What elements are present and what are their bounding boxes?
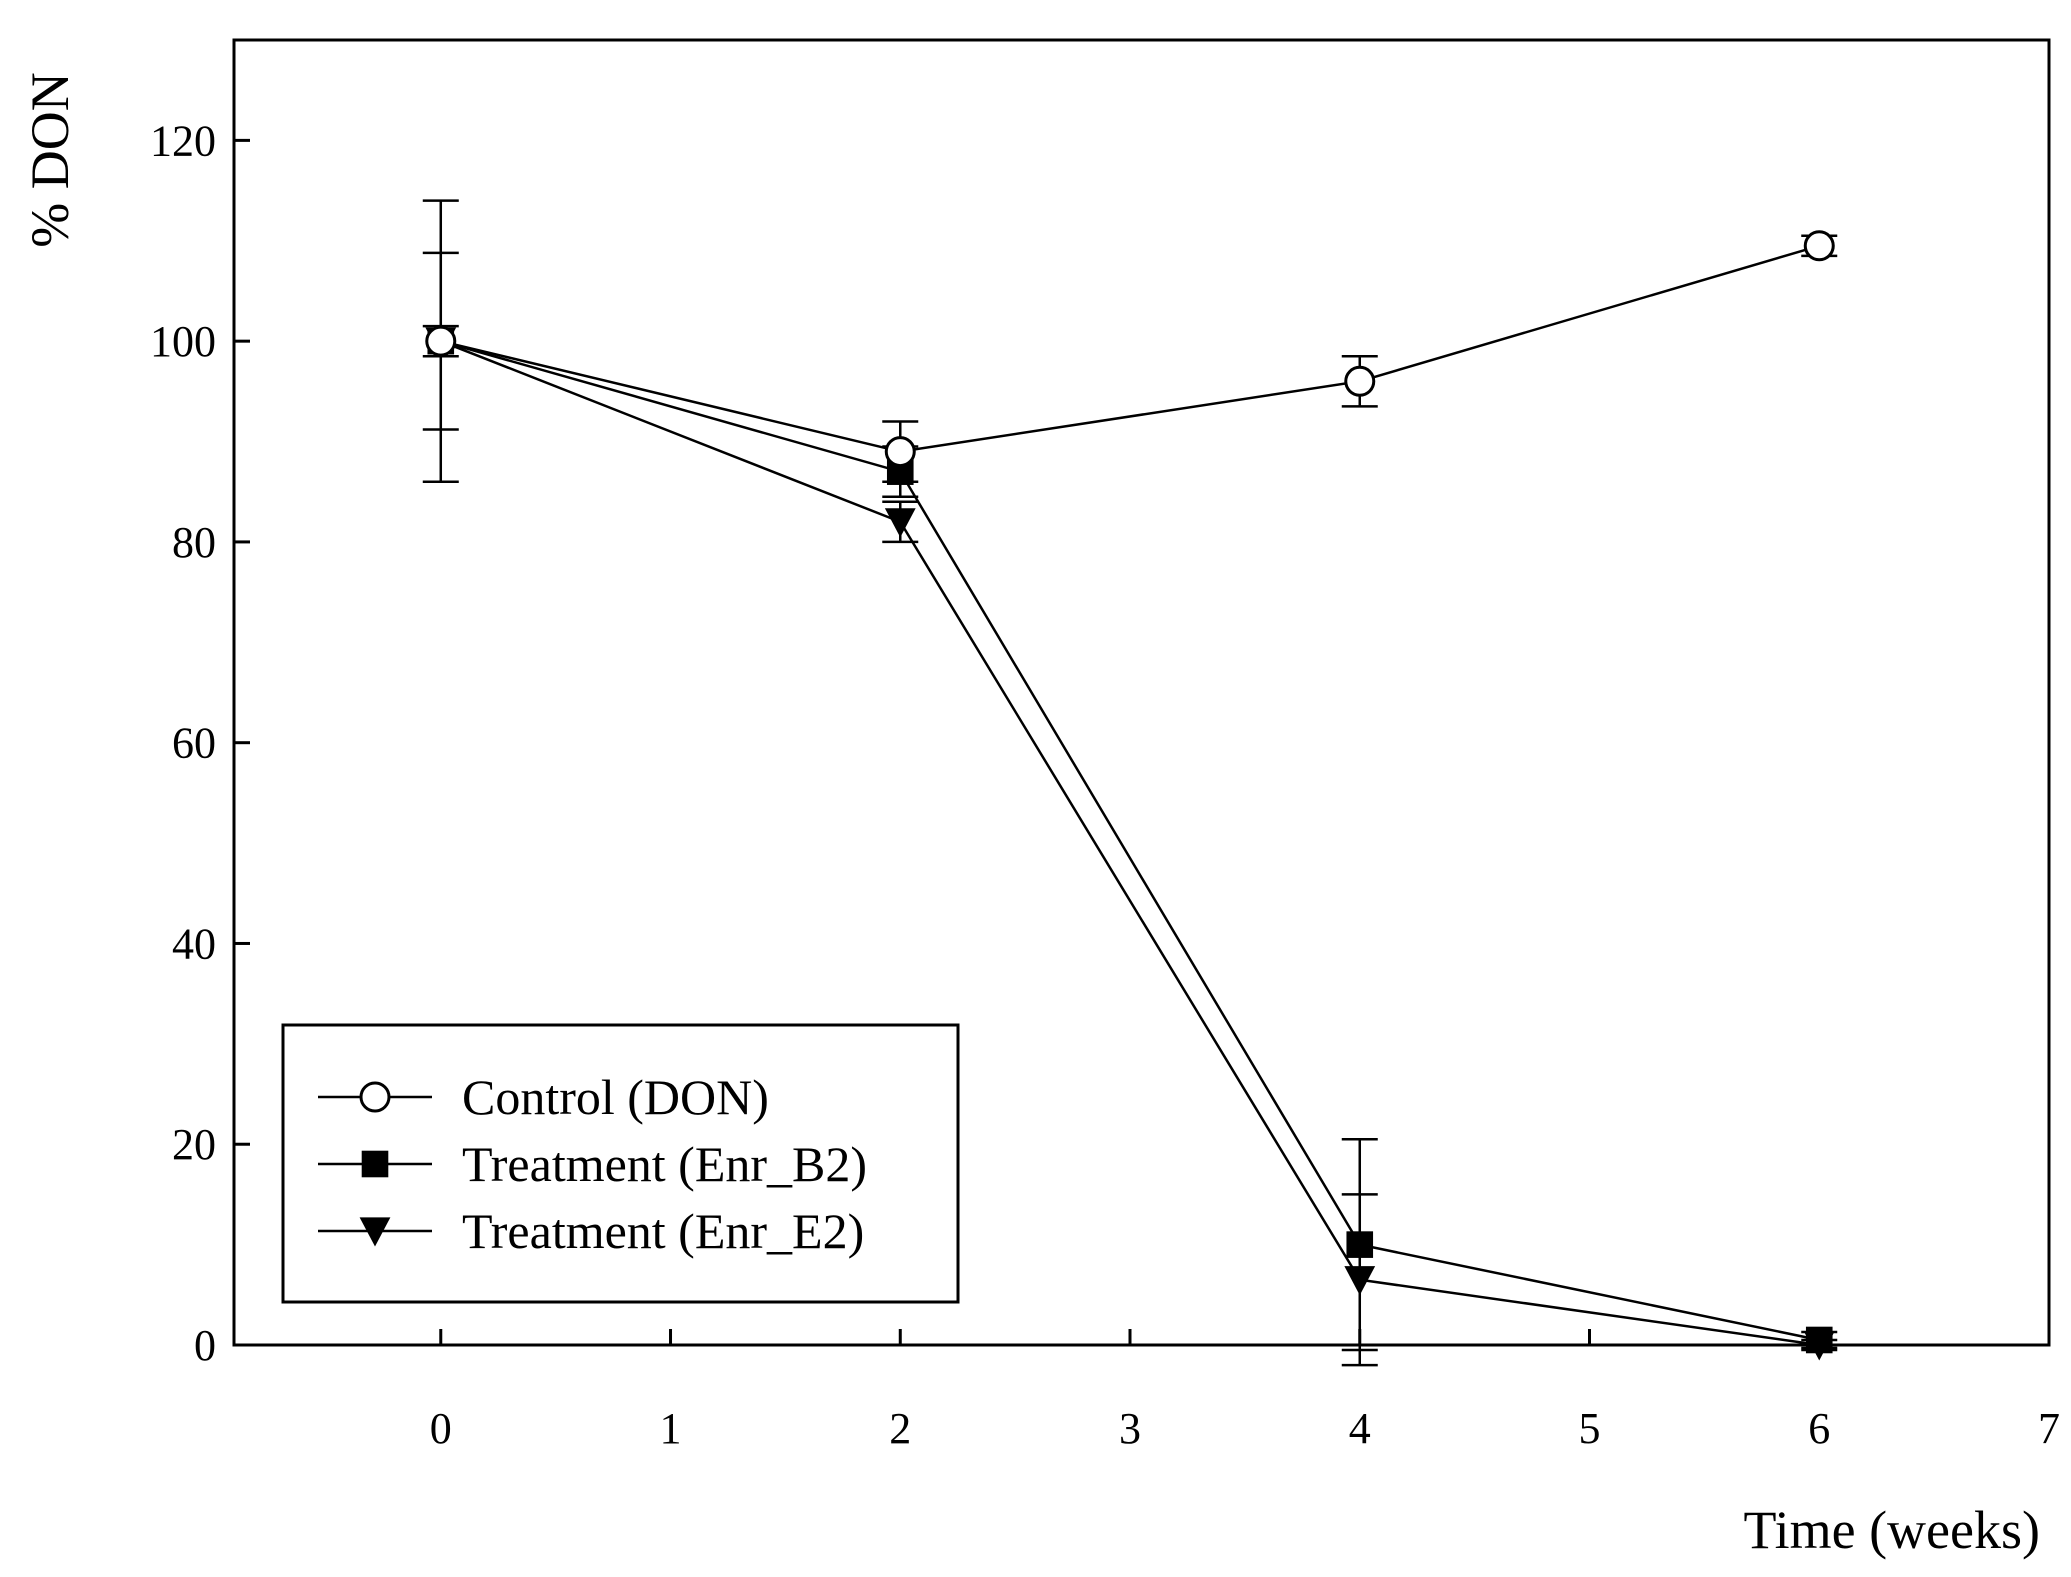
- data-point: [1346, 1231, 1374, 1258]
- data-point: [425, 325, 457, 357]
- x-tick-label: 0: [430, 1404, 452, 1453]
- data-point: [359, 1217, 391, 1247]
- legend-label: Control (DON): [462, 1069, 769, 1125]
- y-axis: 0 20 40 60 80 100 120: [150, 116, 250, 1370]
- legend-item: Treatment (Enr_B2): [318, 1136, 867, 1192]
- y-tick-label: 0: [194, 1321, 216, 1370]
- series-line: [440, 244, 1820, 453]
- series-1: [422, 199, 1838, 483]
- x-tick-label: 6: [1808, 1404, 1830, 1453]
- legend-label: Treatment (Enr_B2): [462, 1136, 867, 1192]
- x-tick-label: 5: [1579, 1404, 1601, 1453]
- y-axis-title: % DON: [20, 72, 80, 247]
- x-tick-label: 2: [889, 1404, 911, 1453]
- series-line: [440, 339, 1820, 1342]
- y-tick-label: 100: [150, 317, 216, 366]
- x-tick-label: 1: [660, 1404, 682, 1453]
- series-line: [440, 339, 1820, 1347]
- series-layer: [422, 199, 1838, 1367]
- data-point: [1344, 365, 1376, 397]
- y-tick-label: 20: [172, 1120, 216, 1169]
- data-point: [884, 508, 916, 538]
- x-tick-label: 7: [2038, 1404, 2060, 1453]
- x-tick-label: 4: [1349, 1404, 1371, 1453]
- x-tick-label: 3: [1119, 1404, 1141, 1453]
- plot-frame: [232, 38, 2051, 1347]
- data-point: [884, 436, 916, 468]
- x-axis-title: Time (weeks): [1744, 1500, 2040, 1560]
- legend-item: Treatment (Enr_E2): [318, 1203, 864, 1259]
- y-tick-label: 40: [172, 919, 216, 968]
- data-point: [1805, 1326, 1833, 1354]
- y-tick-label: 60: [172, 719, 216, 768]
- data-point: [1803, 230, 1835, 262]
- data-point: [359, 1081, 391, 1113]
- legend: Control (DON) Treatment (Enr_B2) Treatment…: [281, 1023, 960, 1304]
- legend-item: Control (DON): [318, 1069, 769, 1125]
- data-point: [361, 1150, 389, 1178]
- legend-label: Treatment (Enr_E2): [462, 1203, 864, 1259]
- y-tick-label: 80: [172, 518, 216, 567]
- y-tick-label: 120: [150, 116, 216, 165]
